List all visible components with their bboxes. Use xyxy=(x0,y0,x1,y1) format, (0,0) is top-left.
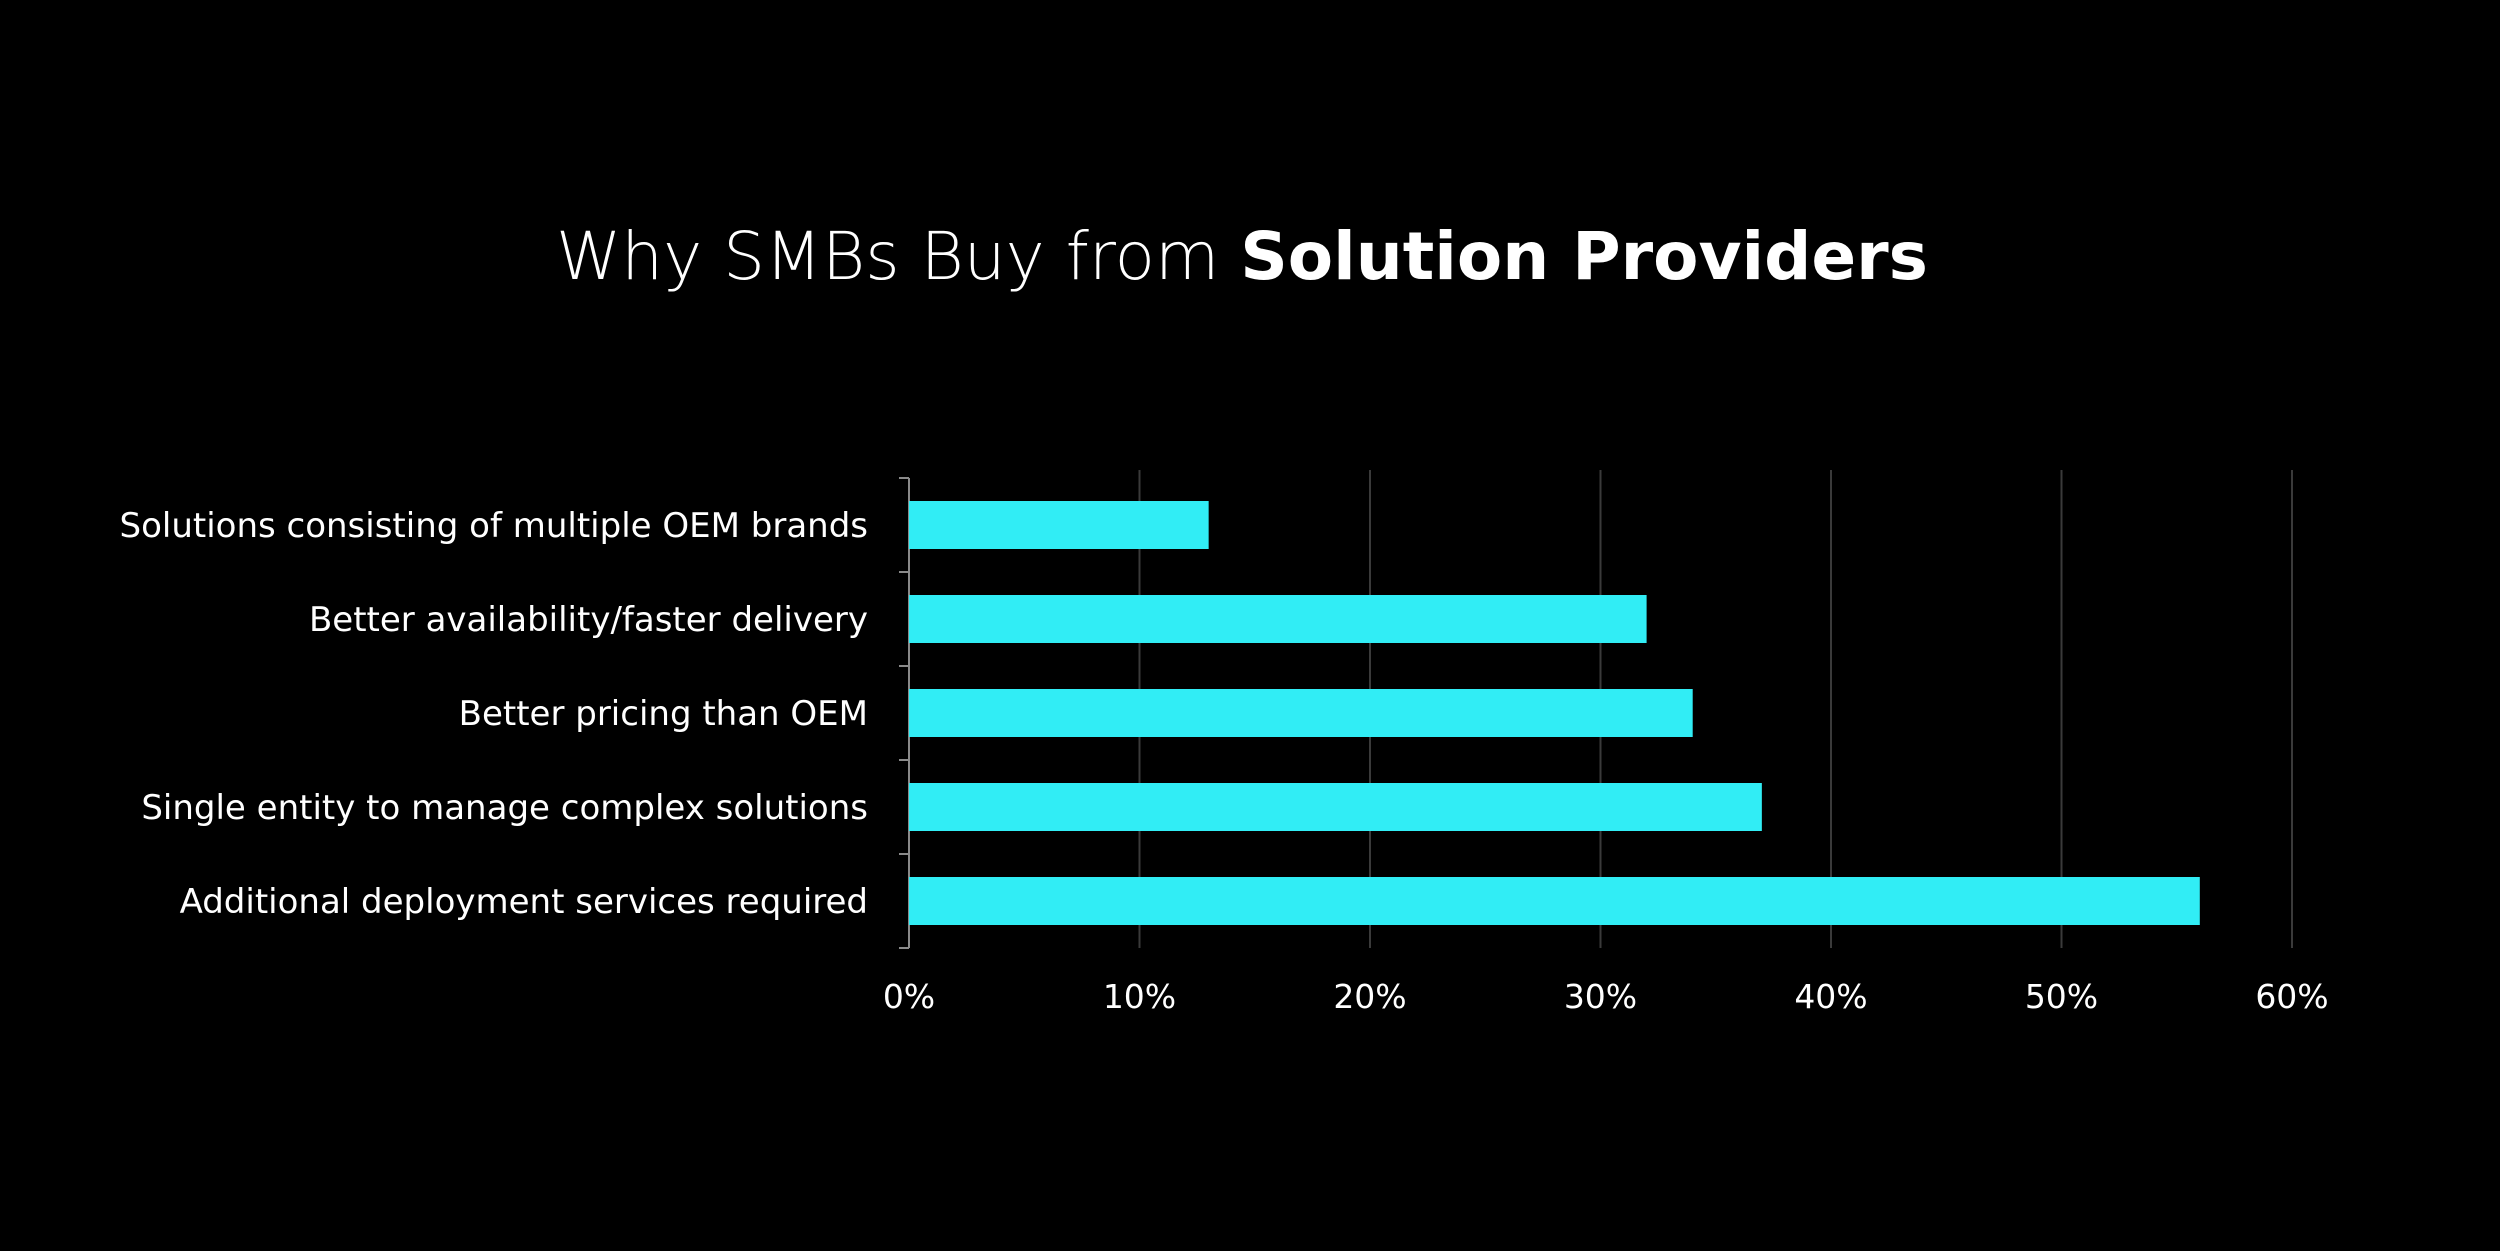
tick-label-40: 40% xyxy=(1794,977,1867,1016)
tick-label-30: 30% xyxy=(1564,977,1637,1016)
bar-solutions-consisting-of-multiple-oem-brands xyxy=(909,501,1209,549)
bars xyxy=(909,501,2200,925)
bar-better-pricing-than-oem xyxy=(909,689,1693,737)
chart-title: Why SMBs Buy from Solution Providers xyxy=(0,224,2484,290)
category-label-solutions-consisting-of-multiple-oem-brands: Solutions consisting of multiple OEM bra… xyxy=(119,506,868,546)
bar-better-availability-faster-delivery xyxy=(909,595,1647,643)
chart-title-emphasis: Solution Providers xyxy=(1240,218,1928,295)
bar-additional-deployment-services-required xyxy=(909,877,2200,925)
y-axis xyxy=(899,477,910,949)
chart-title-prefix: Why SMBs Buy from xyxy=(556,218,1241,295)
category-label-better-pricing-than-oem: Better pricing than OEM xyxy=(459,694,868,734)
tick-label-60: 60% xyxy=(2255,977,2328,1016)
tick-label-20: 20% xyxy=(1333,977,1406,1016)
tick-label-0: 0% xyxy=(883,977,935,1016)
x-axis-tick-labels: 0% 10% 20% 30% 40% 50% 60% xyxy=(883,977,2329,1016)
bar-single-entity-to-manage-complex-solutions xyxy=(909,783,1762,831)
tick-label-10: 10% xyxy=(1103,977,1176,1016)
category-label-additional-deployment-services-required: Additional deployment services required xyxy=(180,882,868,922)
category-label-single-entity-to-manage-complex-solutions: Single entity to manage complex solution… xyxy=(141,788,868,828)
category-labels: Solutions consisting of multiple OEM bra… xyxy=(119,506,868,922)
tick-label-50: 50% xyxy=(2025,977,2098,1016)
category-label-better-availability-faster-delivery: Better availability/faster delivery xyxy=(309,600,868,640)
